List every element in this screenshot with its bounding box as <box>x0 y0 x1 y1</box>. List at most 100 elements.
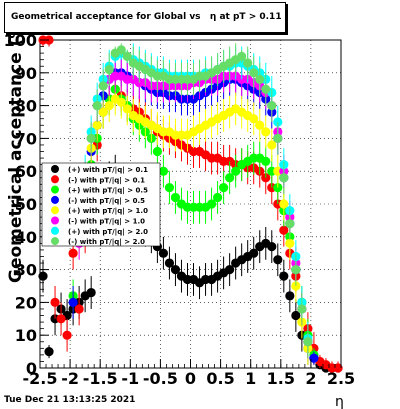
data-point <box>249 68 259 78</box>
legend-entry: (+) with pT/|q| > 2.0 <box>51 226 148 237</box>
legend-entry: (-) with pT/|q| > 1.0 <box>51 216 145 227</box>
data-point <box>267 140 277 150</box>
data-point <box>237 51 247 62</box>
legend-label: (-) with pT/|q| > 0.5 <box>68 197 145 206</box>
legend-entry: (-) with pT/|q| > 0.1 <box>51 175 145 185</box>
data-point <box>219 183 229 193</box>
legend-box <box>41 162 161 247</box>
data-point <box>291 310 301 321</box>
data-point <box>273 133 283 143</box>
data-point <box>279 199 289 209</box>
data-point <box>225 173 235 183</box>
data-point <box>116 45 126 55</box>
x-tick-label: 2.5 <box>327 369 355 388</box>
x-axis-ticks: -2.5 -2 -1.5 -1 -0.5 0 0.5 1 1.5 2 2.5 <box>23 359 355 388</box>
y-axis-label: Geometrical acceptance (%) <box>6 14 26 283</box>
data-point <box>231 166 241 176</box>
y-tick-label: 30 <box>15 261 37 280</box>
legend-marker <box>51 165 59 173</box>
x-tick-label: 0 <box>185 369 196 388</box>
data-point <box>279 173 289 183</box>
x-tick-label: -0.5 <box>143 369 178 388</box>
series-8 <box>74 43 313 359</box>
legend-label: (+) with pT/|q| > 1.0 <box>68 207 148 216</box>
legend-entry: (+) with pT/|q| > 0.1 <box>51 165 148 175</box>
legend-label: (-) with pT/|q| > 0.1 <box>68 176 145 185</box>
data-point <box>225 265 235 275</box>
x-tick-label: -2 <box>61 369 79 388</box>
timestamp: Tue Dec 21 13:13:25 2021 <box>4 395 136 405</box>
y-tick-label: 0 <box>26 359 37 378</box>
data-point <box>333 363 343 373</box>
data-point <box>206 199 217 209</box>
data-point <box>152 146 162 157</box>
data-point <box>212 192 223 203</box>
data-point <box>98 107 108 117</box>
data-point <box>164 258 175 268</box>
legend-label: (-) with pT/|q| > 2.0 <box>68 238 145 247</box>
chart-title-box: Geometrical acceptance for Global vs η a… <box>4 2 286 33</box>
data-point <box>44 347 54 357</box>
data-point <box>249 114 259 124</box>
y-tick-label: 10 <box>15 326 37 345</box>
legend-marker <box>51 216 59 225</box>
data-point <box>267 101 277 111</box>
x-tick-label: -1 <box>121 369 139 388</box>
data-point <box>279 225 289 235</box>
chart-title: Geometrical acceptance for Global vs η a… <box>11 12 282 22</box>
data-point <box>158 248 169 258</box>
data-point <box>285 291 295 301</box>
legend: (+) with pT/|q| > 0.1(-) with pT/|q| > 0… <box>41 162 161 247</box>
data-point <box>170 192 181 203</box>
data-point <box>104 64 114 75</box>
data-point <box>92 101 102 111</box>
data-point <box>164 183 175 193</box>
data-point <box>68 248 78 258</box>
y-tick-label: 20 <box>15 293 37 312</box>
data-point <box>86 287 96 298</box>
legend-marker <box>51 195 59 204</box>
data-point <box>273 255 283 265</box>
y-axis-ticks: 0 10 20 30 40 50 60 70 80 90 100 <box>4 31 49 378</box>
y-tick-label: 100 <box>4 31 37 50</box>
x-tick-label: -1.5 <box>83 369 118 388</box>
data-point <box>56 314 66 324</box>
legend-label: (+) with pT/|q| > 2.0 <box>68 228 148 237</box>
legend-marker <box>51 185 59 194</box>
legend-marker <box>51 237 59 246</box>
data-point <box>92 120 102 130</box>
x-tick-label: 1.5 <box>267 369 295 388</box>
legend-marker <box>51 206 59 215</box>
legend-entry: (+) with pT/|q| > 0.5 <box>51 185 148 196</box>
data-point <box>122 104 132 114</box>
data-point <box>86 133 96 143</box>
data-point <box>122 51 132 62</box>
data-point <box>261 84 271 94</box>
data-point <box>279 271 289 281</box>
data-point <box>309 353 319 363</box>
legend-label: (-) with pT/|q| > 1.0 <box>68 218 145 227</box>
data-point <box>297 304 307 314</box>
data-point <box>68 297 78 307</box>
data-point <box>243 58 253 68</box>
data-point <box>303 337 313 347</box>
x-tick-label: 1 <box>245 369 256 388</box>
data-point <box>261 127 271 137</box>
data-point <box>50 297 60 307</box>
y-tick-label: 60 <box>15 162 37 181</box>
legend-label: (+) with pT/|q| > 0.1 <box>68 166 148 175</box>
x-axis-label: η <box>335 394 344 409</box>
legend-entry: (+) with pT/|q| > 1.0 <box>51 206 148 216</box>
legend-marker <box>51 226 59 235</box>
data-point <box>285 238 295 248</box>
y-tick-label: 40 <box>15 228 37 247</box>
data-point <box>255 120 265 130</box>
y-tick-label: 50 <box>15 195 37 214</box>
data-point <box>116 97 126 107</box>
data-point <box>285 219 295 229</box>
x-tick-label: 2 <box>305 369 316 388</box>
y-tick-label: 90 <box>15 64 37 83</box>
data-point <box>62 330 72 340</box>
data-point <box>170 265 181 275</box>
